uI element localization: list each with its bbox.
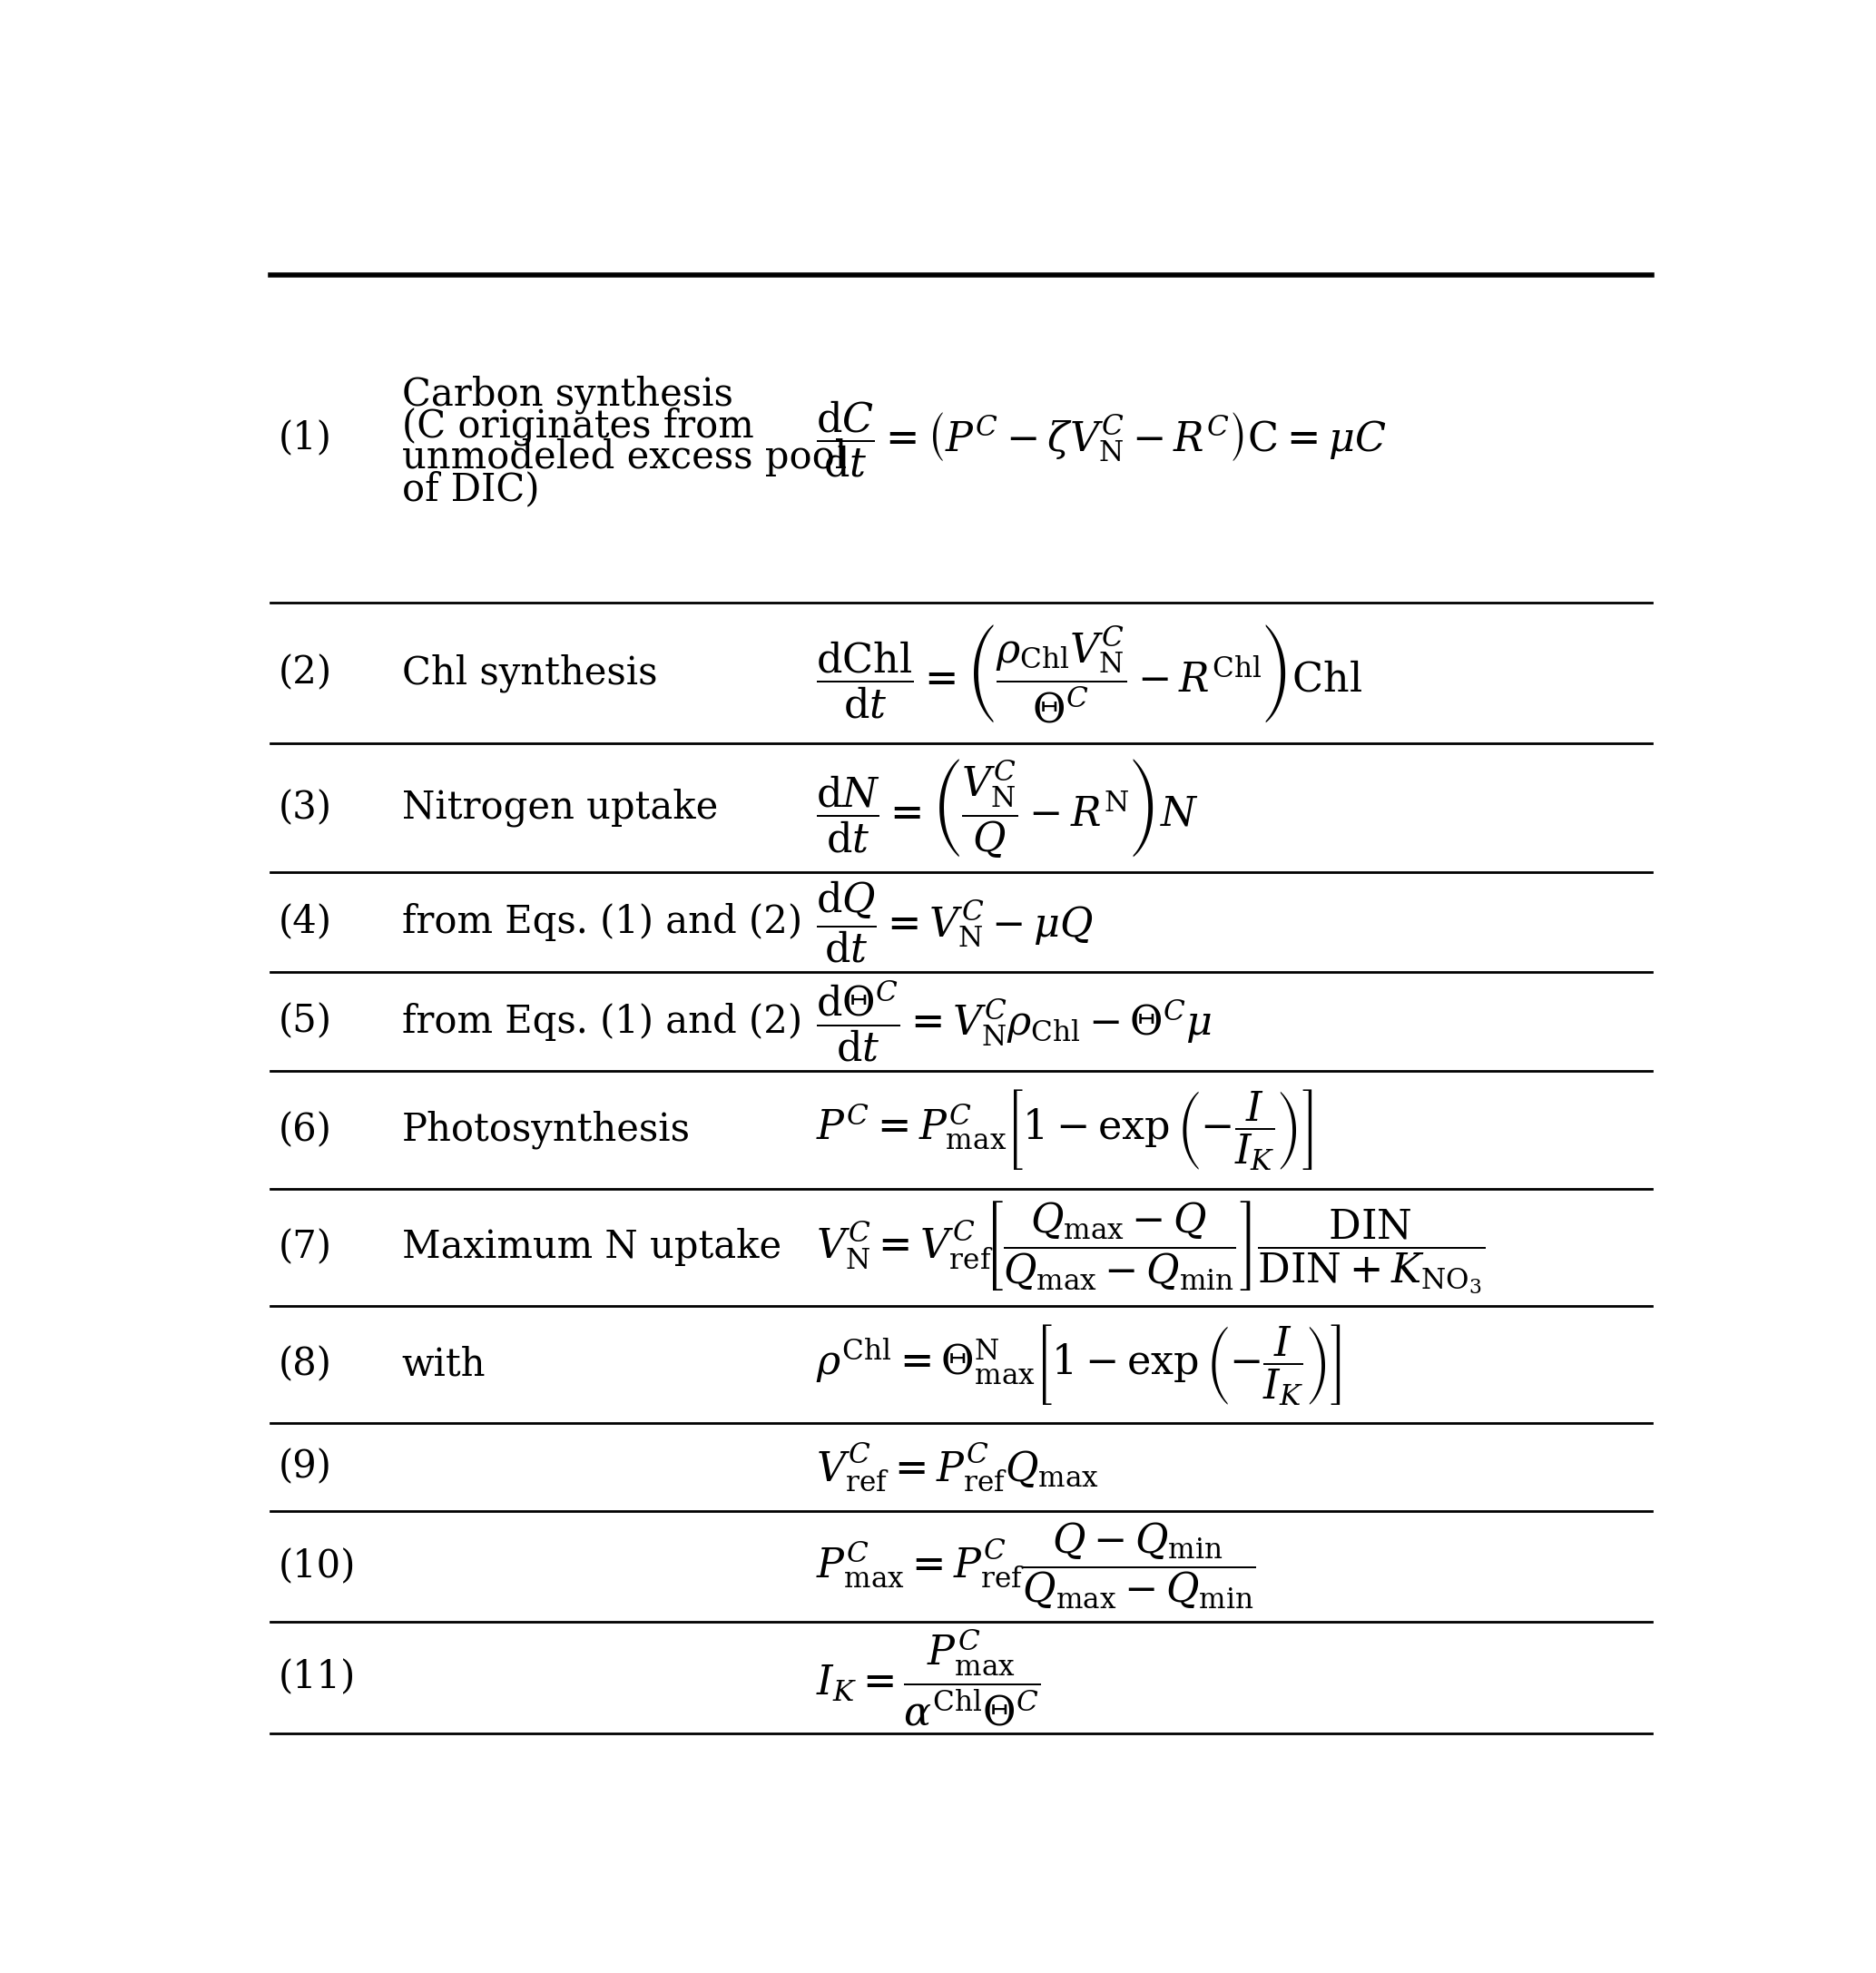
Text: Chl synthesis: Chl synthesis [401, 653, 657, 693]
Text: $V_{\mathrm{N}}^{C} = V_{\mathrm{ref}}^{C}\!\left[\dfrac{Q_{\mathrm{max}}-Q}{Q_{: $V_{\mathrm{N}}^{C} = V_{\mathrm{ref}}^{… [816, 1200, 1486, 1294]
Text: Carbon synthesis: Carbon synthesis [401, 375, 734, 414]
Text: of DIC): of DIC) [401, 470, 538, 509]
Text: Photosynthesis: Photosynthesis [401, 1111, 690, 1148]
Text: $\dfrac{\mathrm{d}N}{\mathrm{d}t} = \left(\dfrac{V_{\mathrm{N}}^{C}}{Q} - R^{\ma: $\dfrac{\mathrm{d}N}{\mathrm{d}t} = \lef… [816, 756, 1199, 858]
Text: (9): (9) [278, 1448, 332, 1486]
Text: (2): (2) [278, 653, 332, 693]
Text: (5): (5) [278, 1002, 332, 1040]
Text: $\dfrac{\mathrm{d}\mathrm{Chl}}{\mathrm{d}t} = \left(\dfrac{\rho_{\mathrm{Chl}} : $\dfrac{\mathrm{d}\mathrm{Chl}}{\mathrm{… [816, 621, 1362, 724]
Text: $\rho^{\mathrm{Chl}} = \Theta_{\mathrm{max}}^{\mathrm{N}}\left[1 - \exp\left(-\d: $\rho^{\mathrm{Chl}} = \Theta_{\mathrm{m… [816, 1322, 1341, 1407]
Text: (3): (3) [278, 789, 332, 827]
Text: from Eqs. (1) and (2): from Eqs. (1) and (2) [401, 1002, 803, 1040]
Text: $\dfrac{\mathrm{d}C}{\mathrm{d}t} = \left(P^{C} - \zeta V_{\mathrm{N}}^{C} - R^{: $\dfrac{\mathrm{d}C}{\mathrm{d}t} = \lef… [816, 399, 1386, 479]
Text: (11): (11) [278, 1659, 355, 1697]
Text: $I_K = \dfrac{P_{\mathrm{max}}^{C}}{\alpha^{\mathrm{Chl}}\Theta^{C}}$: $I_K = \dfrac{P_{\mathrm{max}}^{C}}{\alp… [816, 1628, 1041, 1728]
Text: Maximum N uptake: Maximum N uptake [401, 1227, 780, 1267]
Text: $P_{\mathrm{max}}^{C} = P_{\mathrm{ref}}^{C}\dfrac{Q - Q_{\mathrm{min}}}{Q_{\mat: $P_{\mathrm{max}}^{C} = P_{\mathrm{ref}}… [816, 1521, 1255, 1612]
Text: (1): (1) [278, 420, 332, 458]
Text: (C originates from: (C originates from [401, 406, 754, 446]
Text: $\dfrac{\mathrm{d}Q}{\mathrm{d}t} = V_{\mathrm{N}}^{C} - \mu Q$: $\dfrac{\mathrm{d}Q}{\mathrm{d}t} = V_{\… [816, 878, 1094, 965]
Text: $P^{C} = P_{\mathrm{max}}^{C}\left[1 - \exp\left(-\dfrac{I}{I_K}\right)\right]$: $P^{C} = P_{\mathrm{max}}^{C}\left[1 - \… [816, 1087, 1313, 1172]
Text: with: with [401, 1346, 486, 1383]
Text: (7): (7) [278, 1227, 332, 1267]
Text: Nitrogen uptake: Nitrogen uptake [401, 789, 719, 827]
Text: unmodeled excess pool: unmodeled excess pool [401, 438, 846, 477]
Text: $V_{\mathrm{ref}}^{C} = P_{\mathrm{ref}}^{C}Q_{\mathrm{max}}$: $V_{\mathrm{ref}}^{C} = P_{\mathrm{ref}}… [816, 1440, 1099, 1494]
Text: $\dfrac{\mathrm{d}\Theta^{C}}{\mathrm{d}t} = V_{\mathrm{N}}^{C}\rho_{\mathrm{Chl: $\dfrac{\mathrm{d}\Theta^{C}}{\mathrm{d}… [816, 979, 1212, 1063]
Text: from Eqs. (1) and (2): from Eqs. (1) and (2) [401, 904, 803, 941]
Text: (6): (6) [278, 1111, 332, 1148]
Text: (10): (10) [278, 1547, 356, 1586]
Text: (8): (8) [278, 1346, 332, 1383]
Text: (4): (4) [278, 904, 332, 941]
